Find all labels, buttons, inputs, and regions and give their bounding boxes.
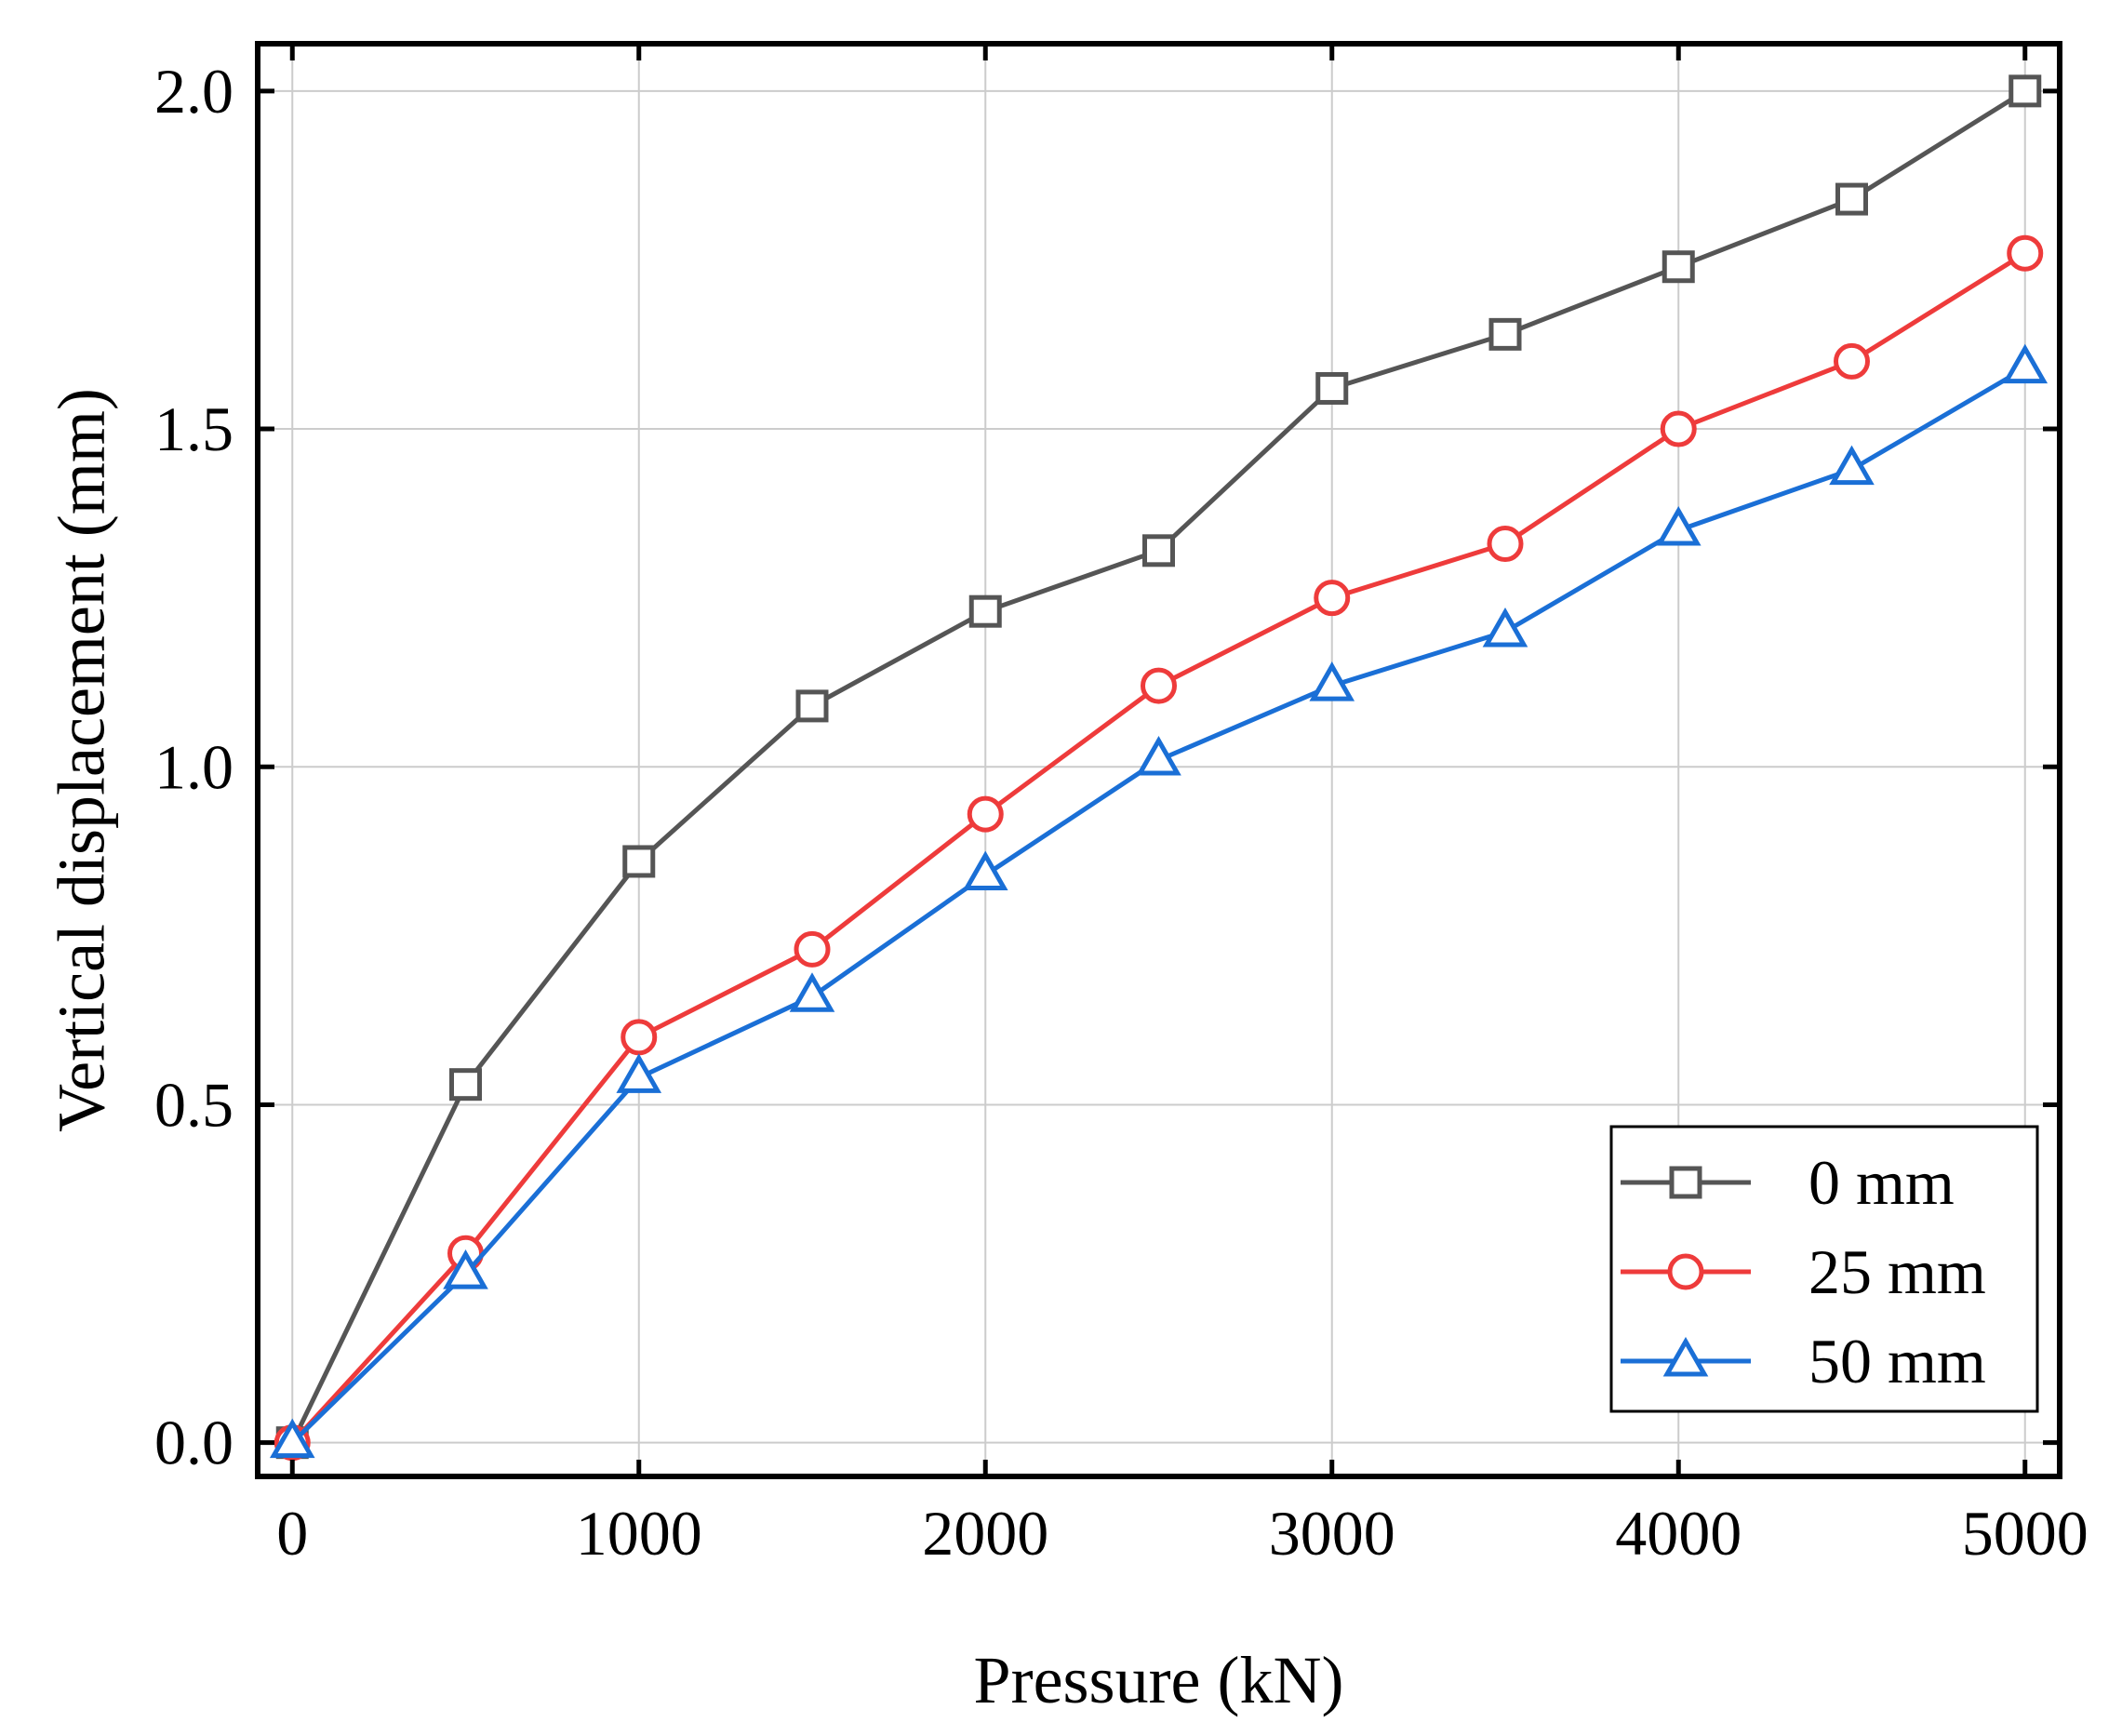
legend-label: 0 mm <box>1808 1147 1955 1218</box>
data-point <box>1315 371 1349 405</box>
data-point <box>789 972 835 1012</box>
series-2 <box>269 343 2049 1459</box>
y-axis-title: Vertical displacement (mm) <box>45 388 119 1132</box>
plot-series <box>269 74 2049 1462</box>
data-point <box>1309 661 1355 701</box>
data-point <box>1136 735 1181 776</box>
legend: 0 mm 25 mm 50 mm <box>1609 1125 2039 1413</box>
data-point <box>1314 580 1351 617</box>
legend-marker <box>1662 1336 1709 1377</box>
data-point <box>1829 445 1875 486</box>
legend-label: 50 mm <box>1808 1326 1986 1396</box>
y-tick-label: 2.0 <box>154 56 234 127</box>
data-point <box>968 594 1002 628</box>
data-point <box>967 795 1004 833</box>
series-1 <box>274 234 2044 1462</box>
data-point <box>1142 534 1175 568</box>
data-point <box>622 845 656 878</box>
data-point <box>449 1068 482 1102</box>
legend-marker <box>1669 1166 1702 1199</box>
data-point <box>1835 182 1868 216</box>
legend-item: 25 mm <box>1621 1236 1986 1307</box>
data-point <box>2002 343 2049 384</box>
data-point <box>794 930 831 968</box>
data-point <box>795 689 829 723</box>
legend-label: 25 mm <box>1808 1236 1986 1307</box>
data-point <box>1482 607 1528 648</box>
data-point <box>962 850 1008 890</box>
data-point <box>1488 317 1522 351</box>
data-point <box>1655 505 1702 546</box>
x-tick-label: 0 <box>276 1498 308 1569</box>
data-point <box>443 1249 488 1289</box>
data-point <box>616 1053 662 1093</box>
y-tick-label: 1.5 <box>154 394 234 464</box>
data-point <box>1141 667 1177 704</box>
plot-frame <box>255 41 2062 1479</box>
data-point <box>1660 410 1697 447</box>
x-tick-label: 1000 <box>576 1498 702 1569</box>
data-point <box>269 1418 315 1459</box>
legend-item: 50 mm <box>1621 1326 1986 1396</box>
x-axis-title: Pressure (kN) <box>974 1643 1344 1717</box>
data-point <box>2007 234 2044 272</box>
data-point <box>2009 74 2042 108</box>
x-tick-label: 2000 <box>922 1498 1048 1569</box>
x-tick-label: 4000 <box>1615 1498 1742 1569</box>
data-point <box>621 1019 658 1056</box>
data-point <box>1487 526 1524 563</box>
legend-item: 0 mm <box>1621 1147 1955 1218</box>
data-point <box>1834 342 1870 380</box>
data-point <box>1662 250 1695 284</box>
y-tick-label: 0.5 <box>154 1069 234 1140</box>
x-tick-label: 5000 <box>1962 1498 2089 1569</box>
y-tick-label: 1.0 <box>154 731 234 802</box>
x-tick-label: 3000 <box>1269 1498 1395 1569</box>
y-tick-label: 0.0 <box>154 1408 234 1478</box>
legend-marker <box>1667 1253 1704 1290</box>
axis-ticks: 0 1000 2000 3000 4000 5000 0.0 0.5 1.0 1.5 2.0 <box>154 44 2089 1569</box>
